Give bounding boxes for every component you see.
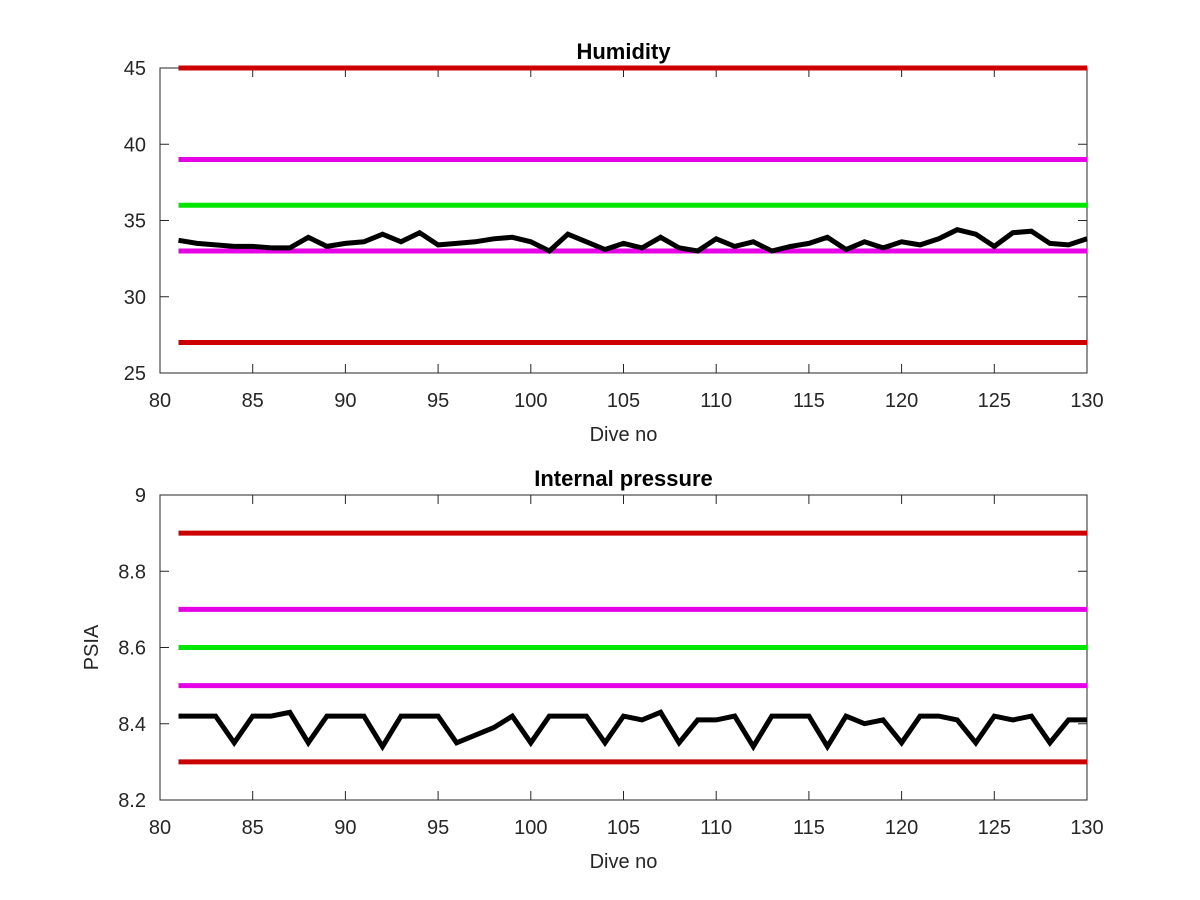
y-tick-label: 40 — [124, 134, 146, 156]
y-tick-label: 35 — [124, 211, 146, 233]
x-tick-label: 90 — [334, 390, 356, 412]
chart-panel-1: 80 85 90 95 100 105 110 115 120 125 130 25 30 35 40 45 H… — [124, 39, 1104, 446]
x-tick-label: 100 — [514, 390, 547, 412]
y-tick-label: 8.8 — [118, 561, 146, 583]
y-tick-label: 30 — [124, 287, 146, 309]
chart-title: Internal pressure — [534, 466, 713, 491]
y-tick-label: 8.6 — [118, 638, 146, 660]
x-tick-label: 120 — [885, 817, 918, 839]
y-tick-label: 9 — [135, 485, 146, 507]
y-tick-label: 8.4 — [118, 714, 146, 736]
x-tick-label: 115 — [793, 390, 825, 412]
x-tick-label: 120 — [885, 390, 918, 412]
x-tick-label: 85 — [242, 817, 264, 839]
x-tick-label: 90 — [334, 817, 356, 839]
x-tick-label: 100 — [514, 817, 547, 839]
chart-panel-2: 80 85 90 95 100 105 110 115 120 125 130 8.2 8.4 8.6 8.… — [81, 466, 1104, 873]
y-axis-label: PSIA — [81, 624, 103, 670]
x-axis-label: Dive no — [590, 424, 658, 446]
x-tick-label: 130 — [1070, 817, 1103, 839]
x-tick-label: 105 — [607, 817, 640, 839]
y-tick-label: 8.2 — [118, 790, 146, 812]
x-tick-label: 85 — [242, 390, 264, 412]
x-tick-label: 125 — [978, 817, 1011, 839]
y-tick-label: 25 — [124, 363, 146, 385]
y-tick-label: 45 — [124, 58, 146, 80]
x-tick-label: 110 — [700, 817, 732, 839]
chart-title: Humidity — [576, 39, 671, 64]
data-series-line — [178, 227, 1088, 254]
data-series-line — [178, 709, 1087, 752]
plot-area — [159, 67, 1088, 374]
x-axis-label: Dive no — [590, 851, 658, 873]
x-tick-label: 130 — [1070, 390, 1103, 412]
x-tick-label: 80 — [149, 390, 171, 412]
x-tick-label: 115 — [793, 817, 825, 839]
x-tick-label: 95 — [427, 817, 449, 839]
x-tick-label: 125 — [978, 390, 1011, 412]
x-tick-label: 80 — [149, 817, 171, 839]
x-tick-label: 105 — [607, 390, 640, 412]
x-tick-label: 110 — [700, 390, 732, 412]
x-tick-label: 95 — [427, 390, 449, 412]
